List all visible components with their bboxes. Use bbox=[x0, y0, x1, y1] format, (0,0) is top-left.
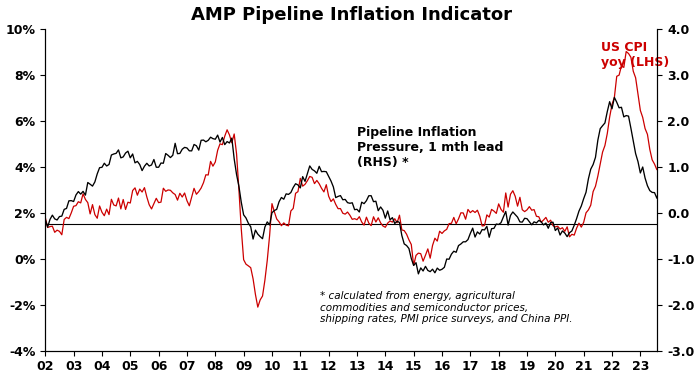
Title: AMP Pipeline Inflation Indicator: AMP Pipeline Inflation Indicator bbox=[191, 6, 512, 23]
Text: US CPI
yoy (LHS): US CPI yoy (LHS) bbox=[601, 41, 669, 69]
Text: Pipeline Inflation
Pressure, 1 mth lead
(RHS) *: Pipeline Inflation Pressure, 1 mth lead … bbox=[357, 126, 503, 169]
Text: * calculated from energy, agricultural
commodities and semiconductor prices,
shi: * calculated from energy, agricultural c… bbox=[320, 291, 573, 324]
